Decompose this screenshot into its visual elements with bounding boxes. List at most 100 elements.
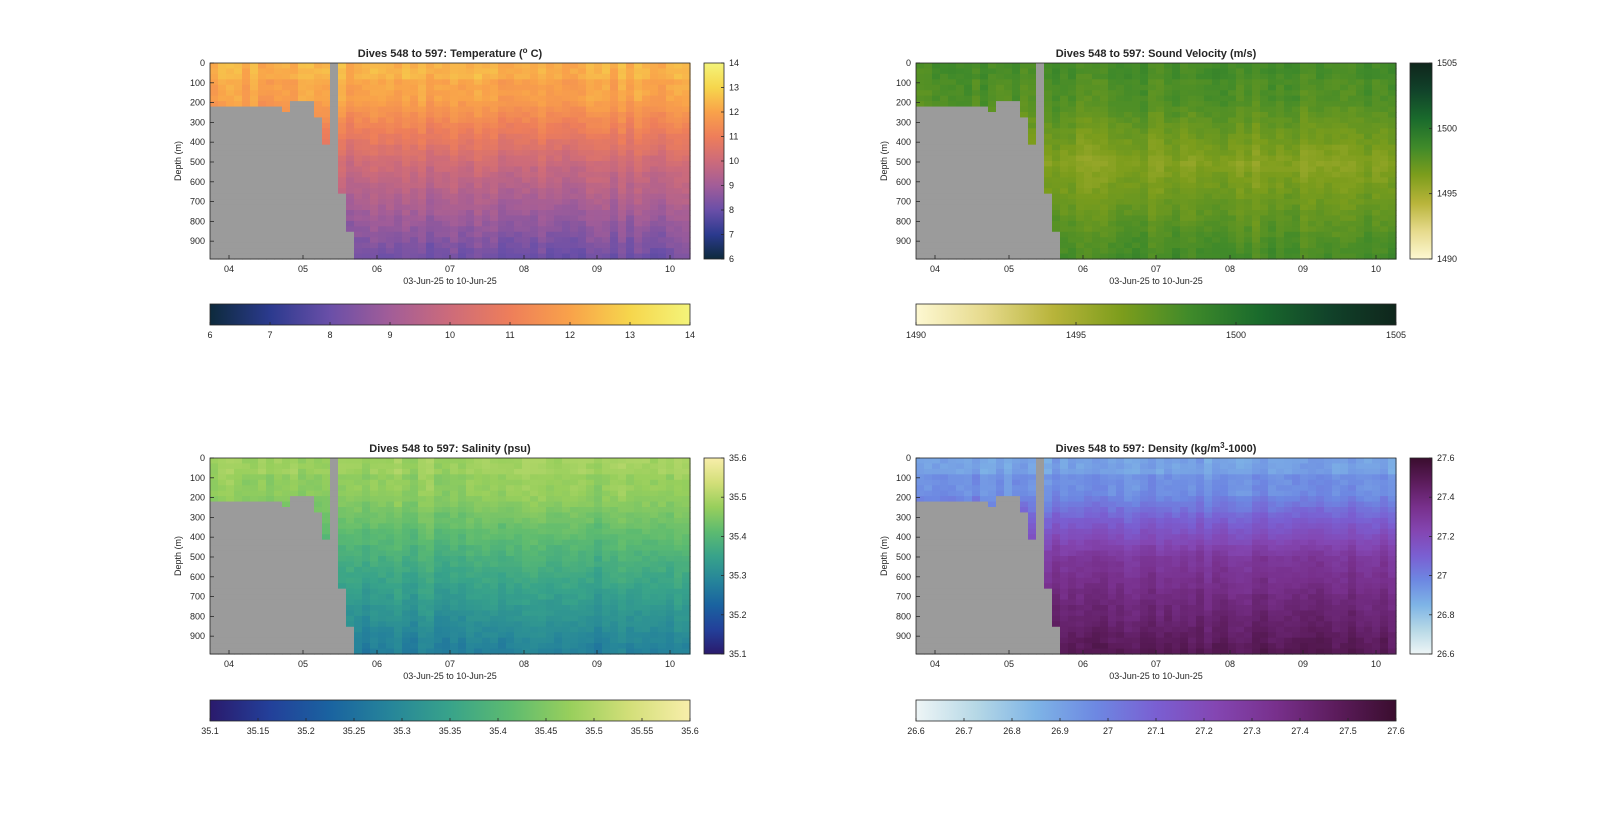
heatmap-cell (466, 90, 475, 97)
heatmap-cell (434, 161, 443, 168)
heatmap-cell (546, 237, 555, 244)
heatmap-cell (282, 632, 291, 639)
heatmap-cell (594, 199, 603, 206)
heatmap-cell (988, 215, 997, 222)
heatmap-cell (402, 84, 411, 91)
heatmap-cell (386, 188, 395, 195)
heatmap-cell (1140, 84, 1149, 91)
heatmap-cell (924, 90, 933, 97)
heatmap-cell (924, 63, 933, 70)
heatmap-cell (940, 248, 949, 255)
heatmap-cell (306, 220, 315, 227)
heatmap-cell (578, 128, 587, 135)
heatmap-cell (1108, 95, 1117, 102)
heatmap-cell (410, 210, 419, 217)
heatmap-cell (916, 242, 925, 249)
heatmap-cell (610, 182, 619, 189)
heatmap-cell (210, 458, 219, 465)
heatmap-cell (298, 485, 307, 492)
heatmap-cell (442, 68, 451, 75)
heatmap-cell (570, 248, 579, 255)
heatmap-cell (626, 73, 635, 80)
heatmap-cell (570, 210, 579, 217)
heatmap-cell (378, 155, 387, 162)
heatmap-cell (602, 171, 611, 178)
heatmap-cell (1076, 182, 1085, 189)
heatmap-cell (594, 242, 603, 249)
y-tick-label: 600 (190, 177, 205, 187)
heatmap-cell (226, 95, 235, 102)
heatmap-cell (1308, 199, 1317, 206)
heatmap-cell (940, 133, 949, 140)
heatmap-cell (682, 155, 691, 162)
heatmap-cell (666, 242, 675, 249)
heatmap-cell (1228, 248, 1237, 255)
heatmap-cell (1356, 253, 1365, 260)
heatmap-cell (1292, 242, 1301, 249)
heatmap-cell (988, 79, 997, 86)
heatmap-cell (1292, 68, 1301, 75)
heatmap-cell (626, 193, 635, 200)
heatmap-cell (410, 133, 419, 140)
heatmap-cell (458, 155, 467, 162)
heatmap-cell (618, 215, 627, 222)
heatmap-cell (442, 253, 451, 260)
heatmap-cell (1276, 226, 1285, 233)
heatmap-cell (1332, 101, 1341, 108)
heatmap-cell (1316, 220, 1325, 227)
heatmap-cell (522, 68, 531, 75)
heatmap-cell (370, 122, 379, 129)
heatmap-cell (1108, 237, 1117, 244)
heatmap-cell (226, 588, 235, 595)
heatmap-cell (1220, 73, 1229, 80)
heatmap-cell (674, 193, 683, 200)
heatmap-cell (274, 534, 283, 541)
heatmap-cell (458, 188, 467, 195)
heatmap-cell (426, 112, 435, 119)
heatmap-cell (514, 215, 523, 222)
y-tick-label: 0 (906, 58, 911, 68)
heatmap-cell (1052, 101, 1061, 108)
heatmap-cell (1004, 220, 1013, 227)
heatmap-cell (1012, 215, 1021, 222)
heatmap-cell (1076, 106, 1085, 113)
heatmap-cell (426, 166, 435, 173)
x-tick-label: 08 (519, 264, 529, 274)
heatmap-cell (956, 68, 965, 75)
heatmap-cell (1380, 79, 1389, 86)
heatmap-cell (1332, 161, 1341, 168)
heatmap-cell (1236, 215, 1245, 222)
heatmap-cell (1084, 63, 1093, 70)
heatmap-cell (1372, 101, 1381, 108)
heatmap-cell (932, 215, 941, 222)
heatmap-cell (1204, 128, 1213, 135)
heatmap-cell (210, 117, 219, 124)
heatmap-cell (242, 599, 251, 606)
heatmap-cell (1044, 101, 1053, 108)
heatmap-cell (442, 73, 451, 80)
heatmap-cell (1324, 90, 1333, 97)
heatmap-cell (932, 166, 941, 173)
heatmap-cell (1148, 63, 1157, 70)
heatmap-cell (554, 95, 563, 102)
heatmap-cell (242, 605, 251, 612)
heatmap-cell (1276, 171, 1285, 178)
heatmap-cell (226, 112, 235, 119)
heatmap-cell (1324, 237, 1333, 244)
heatmap-cell (1076, 177, 1085, 184)
heatmap-cell (642, 166, 651, 173)
heatmap-cell (346, 220, 355, 227)
heatmap-cell (1308, 79, 1317, 86)
heatmap-cell (514, 144, 523, 151)
heatmap-cell (1108, 79, 1117, 86)
heatmap-cell (426, 139, 435, 146)
heatmap-cell (258, 237, 267, 244)
heatmap-cell (482, 63, 491, 70)
heatmap-cell (234, 171, 243, 178)
heatmap-cell (1132, 210, 1141, 217)
heatmap-cell (980, 155, 989, 162)
heatmap-cell (354, 177, 363, 184)
heatmap-cell (1060, 101, 1069, 108)
heatmap-cell (1092, 68, 1101, 75)
heatmap-cell (1148, 73, 1157, 80)
